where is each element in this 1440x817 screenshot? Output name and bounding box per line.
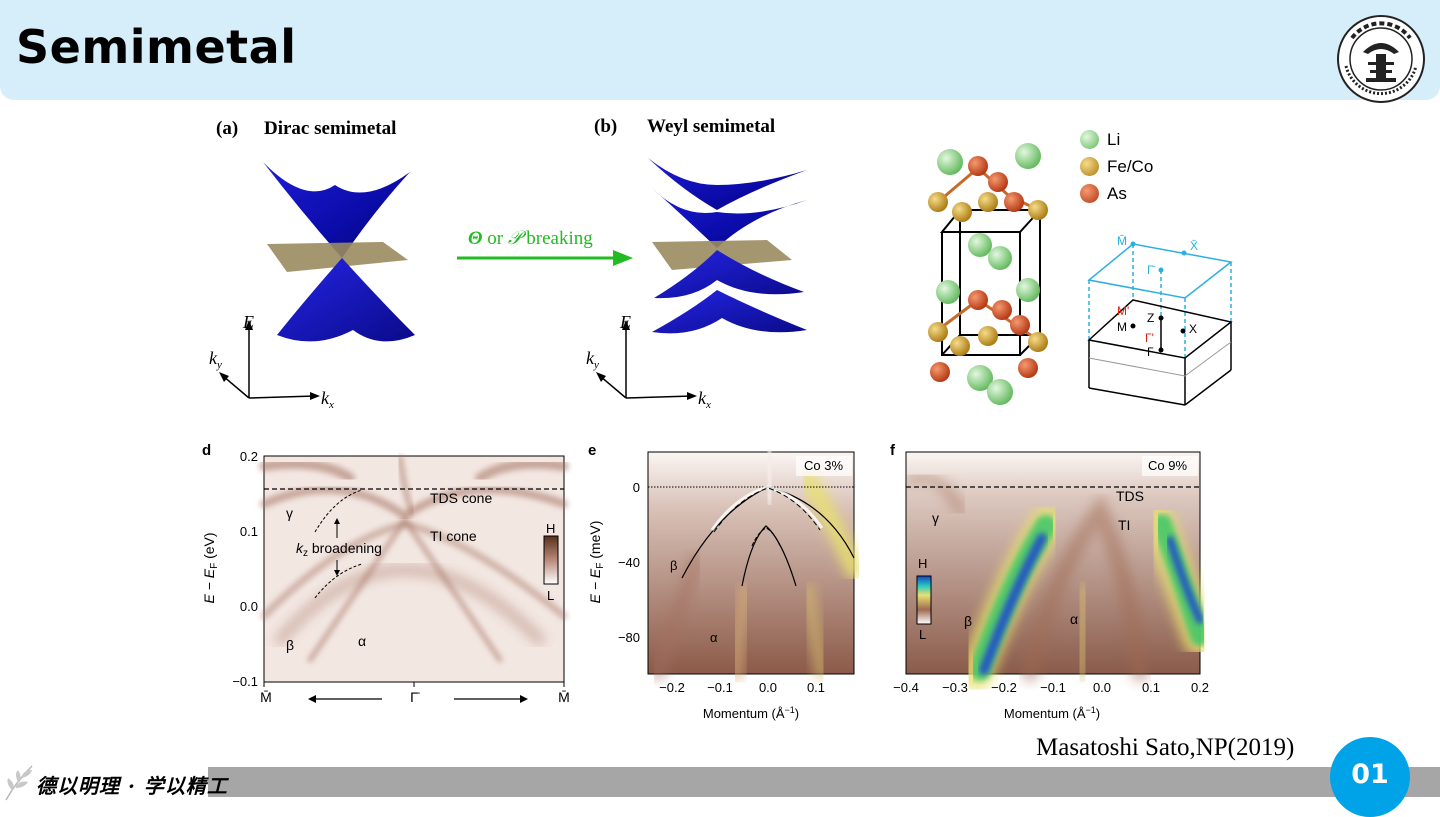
slide-title: Semimetal <box>16 20 297 74</box>
university-seal-icon <box>1337 15 1425 103</box>
footer-bar <box>208 767 1440 797</box>
panel-b-label: (b) <box>594 116 618 137</box>
lower-cone <box>277 258 415 342</box>
svg-text:TI cone: TI cone <box>430 528 477 544</box>
svg-text:M̄: M̄ <box>1117 234 1127 248</box>
upper-cone-2 <box>652 188 807 248</box>
university-motto: 德以明理 · 学以精工 <box>36 774 228 798</box>
arpes-spectrum-f: Co 9% TDS TI γ β α H L −0.4 −0.3 −0.2 −0… <box>893 451 1217 721</box>
svg-text:0.0: 0.0 <box>240 599 258 614</box>
svg-text:E: E <box>619 312 631 332</box>
svg-text:0.2: 0.2 <box>240 449 258 464</box>
svg-text:H: H <box>918 556 927 571</box>
svg-text:M̄: M̄ <box>260 689 272 705</box>
svg-text:M': M' <box>1117 304 1129 318</box>
svg-text:Γ̄: Γ̄ <box>410 689 420 705</box>
svg-text:−80: −80 <box>618 630 640 645</box>
svg-text:L: L <box>547 588 554 603</box>
transition-arrow <box>457 250 633 266</box>
svg-text:Momentum (Å−1): Momentum (Å−1) <box>1004 705 1100 721</box>
citation: Masatoshi Sato,NP(2019) <box>1036 734 1295 761</box>
svg-text:γ: γ <box>932 510 939 526</box>
arpes-spectrum-d: H L TDS cone TI cone γ β α kz broadening… <box>201 449 570 705</box>
panel-b-title: Weyl semimetal <box>647 116 776 137</box>
svg-text:−0.2: −0.2 <box>991 680 1017 695</box>
feco-atom-icon <box>1080 157 1099 176</box>
svg-text:M: M <box>1117 320 1127 334</box>
svg-text:0.1: 0.1 <box>1142 680 1160 695</box>
svg-text:Co 3%: Co 3% <box>804 458 843 473</box>
svg-text:E − EF (meV): E − EF (meV) <box>587 521 606 604</box>
svg-text:kz broadening: kz broadening <box>296 540 382 559</box>
svg-text:Γ̄: Γ̄ <box>1147 263 1156 277</box>
panel-d-label: d <box>202 442 212 459</box>
svg-text:Γ: Γ <box>1147 345 1154 359</box>
svg-text:−40: −40 <box>618 555 640 570</box>
lower-cone-2 <box>652 290 807 334</box>
svg-text:TDS cone: TDS cone <box>430 490 492 506</box>
axis-e-label: E <box>242 312 254 332</box>
svg-text:α: α <box>710 630 718 645</box>
brillouin-zone-figure: M̄ X̄ Γ̄ M' Z M X Γ' Γ <box>1087 234 1233 406</box>
svg-text:β: β <box>286 637 294 653</box>
li-atom-icon <box>1080 130 1099 149</box>
svg-text:−0.1: −0.1 <box>1040 680 1066 695</box>
svg-text:α: α <box>358 633 366 649</box>
svg-text:γ: γ <box>286 505 293 521</box>
svg-text:M̄: M̄ <box>558 689 570 705</box>
weyl-cone-figure: E kx ky <box>586 158 807 410</box>
svg-text:X: X <box>1189 322 1197 336</box>
svg-text:Z: Z <box>1147 311 1154 325</box>
svg-text:Momentum (Å−1): Momentum (Å−1) <box>703 705 799 721</box>
panel-e-label: e <box>588 442 597 459</box>
svg-text:Co 9%: Co 9% <box>1148 458 1187 473</box>
svg-text:β: β <box>964 613 972 629</box>
svg-text:X̄: X̄ <box>1190 239 1198 253</box>
svg-text:α: α <box>1070 611 1078 627</box>
svg-text:0: 0 <box>633 480 640 495</box>
lower-cone-1 <box>654 250 804 299</box>
crystal-structure-figure <box>928 143 1048 405</box>
svg-text:0.1: 0.1 <box>807 680 825 695</box>
svg-text:−0.4: −0.4 <box>893 680 919 695</box>
symmetry-breaking-label: Θ or 𝒫 breaking <box>468 228 593 249</box>
panel-a-title: Dirac semimetal <box>264 118 397 139</box>
svg-text:TDS: TDS <box>1116 488 1144 504</box>
upper-cone <box>263 162 410 258</box>
svg-text:kx: kx <box>321 388 334 410</box>
svg-text:TI: TI <box>1118 517 1130 533</box>
svg-text:L: L <box>919 627 926 642</box>
svg-text:−0.1: −0.1 <box>707 680 733 695</box>
legend-item-li: Li <box>1080 126 1153 153</box>
svg-text:β: β <box>670 558 677 573</box>
svg-text:0.0: 0.0 <box>759 680 777 695</box>
svg-text:ky: ky <box>586 348 599 371</box>
panel-f-label: f <box>890 442 895 459</box>
svg-text:−0.3: −0.3 <box>942 680 968 695</box>
legend-item-as: As <box>1080 180 1153 207</box>
page-number-badge: 01 <box>1330 737 1410 817</box>
svg-text:0.1: 0.1 <box>240 524 258 539</box>
svg-text:0.2: 0.2 <box>1191 680 1209 695</box>
svg-text:Γ': Γ' <box>1145 331 1154 345</box>
as-atom-icon <box>1080 184 1099 203</box>
leaf-icon <box>5 765 33 801</box>
svg-text:E − EF (eV): E − EF (eV) <box>201 532 220 603</box>
arpes-spectrum-e: Co 3% β α 0 −40 −80 E − EF (meV) −0.2 −0… <box>587 446 863 721</box>
title-banner <box>0 0 1440 100</box>
svg-text:−0.2: −0.2 <box>659 680 685 695</box>
svg-text:0.0: 0.0 <box>1093 680 1111 695</box>
svg-text:H: H <box>546 521 555 536</box>
upper-cone-1 <box>648 158 807 210</box>
panel-a-label: (a) <box>216 118 239 139</box>
legend-item-feco: Fe/Co <box>1080 153 1153 180</box>
fermi-plane <box>267 242 408 272</box>
atom-legend: Li Fe/Co As <box>1080 126 1153 207</box>
dirac-cone-figure: E kx ky <box>209 162 415 410</box>
svg-text:ky: ky <box>209 348 222 371</box>
svg-text:kx: kx <box>698 388 711 410</box>
svg-text:−0.1: −0.1 <box>232 674 258 689</box>
